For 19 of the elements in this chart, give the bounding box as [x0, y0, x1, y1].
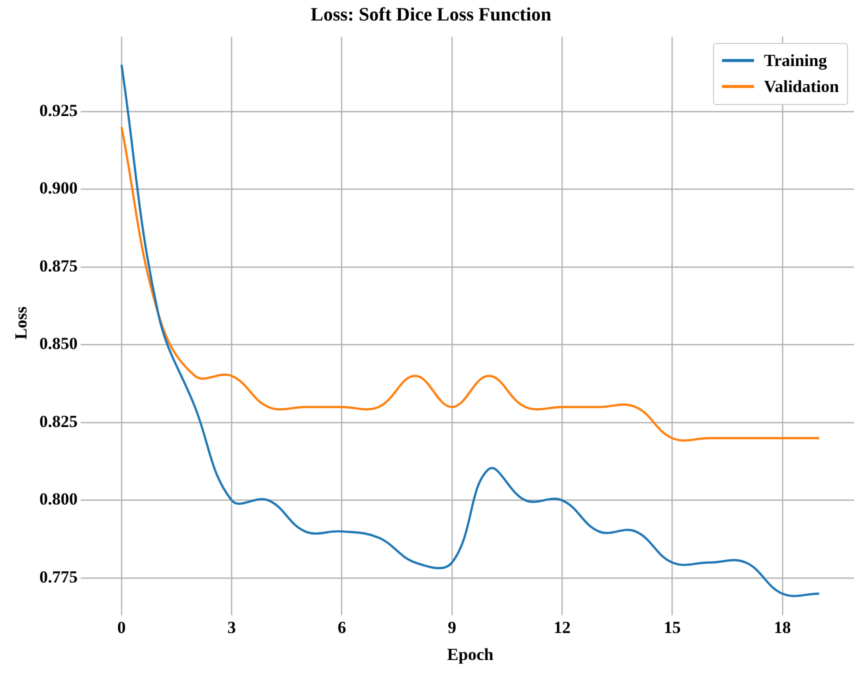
- x-tick-label: 15: [664, 618, 681, 637]
- y-axis-title: Loss: [12, 306, 31, 340]
- y-tick-label: 0.850: [39, 334, 78, 354]
- legend-label: Training: [764, 50, 827, 72]
- y-tick-label: 0.900: [39, 178, 78, 198]
- x-tick-label: 3: [227, 618, 236, 637]
- x-tick-label: 6: [338, 618, 346, 637]
- legend-label: Validation: [764, 76, 839, 98]
- x-tick-label: 18: [774, 618, 791, 637]
- y-tick-label: 0.775: [39, 567, 78, 586]
- chart-title: Loss: Soft Dice Loss Function: [310, 4, 552, 26]
- x-tick-label: 0: [117, 618, 126, 637]
- x-axis-title: Epoch: [447, 645, 494, 664]
- y-tick-label: 0.825: [39, 412, 78, 431]
- x-tick-label: 9: [448, 618, 456, 637]
- y-tick-label: 0.925: [39, 100, 78, 120]
- y-tick-label: 0.875: [39, 256, 78, 276]
- x-tick-label: 12: [554, 618, 571, 637]
- y-tick-label: 0.800: [39, 490, 78, 509]
